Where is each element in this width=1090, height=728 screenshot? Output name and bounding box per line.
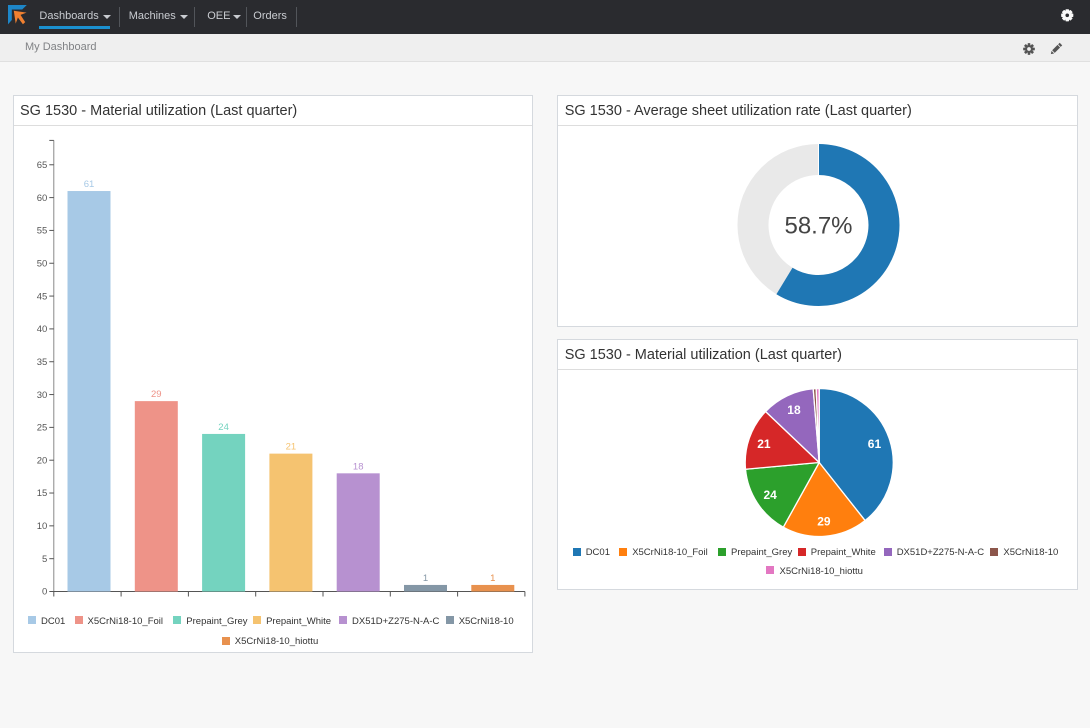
svg-text:21: 21 [757, 437, 771, 451]
svg-text:21: 21 [285, 442, 296, 453]
svg-text:15: 15 [36, 488, 47, 499]
svg-text:61: 61 [83, 179, 94, 190]
svg-text:29: 29 [817, 515, 831, 529]
svg-text:60: 60 [36, 193, 47, 204]
svg-text:18: 18 [787, 404, 801, 418]
svg-text:25: 25 [36, 423, 47, 434]
svg-text:18: 18 [352, 461, 363, 472]
svg-text:10: 10 [36, 521, 47, 532]
svg-text:29: 29 [151, 389, 162, 400]
svg-text:45: 45 [36, 291, 47, 302]
svg-text:20: 20 [36, 455, 47, 466]
svg-text:1: 1 [490, 573, 495, 584]
svg-text:24: 24 [218, 422, 229, 433]
svg-text:30: 30 [36, 390, 47, 401]
svg-text:1: 1 [422, 573, 427, 584]
svg-text:50: 50 [36, 258, 47, 269]
svg-text:58.7%: 58.7% [785, 213, 853, 240]
svg-text:0: 0 [42, 587, 47, 598]
svg-text:55: 55 [36, 226, 47, 237]
svg-text:65: 65 [36, 160, 47, 171]
svg-text:5: 5 [42, 554, 47, 565]
svg-text:35: 35 [36, 357, 47, 368]
svg-text:61: 61 [868, 437, 882, 451]
svg-text:40: 40 [36, 324, 47, 335]
svg-text:24: 24 [764, 488, 778, 502]
